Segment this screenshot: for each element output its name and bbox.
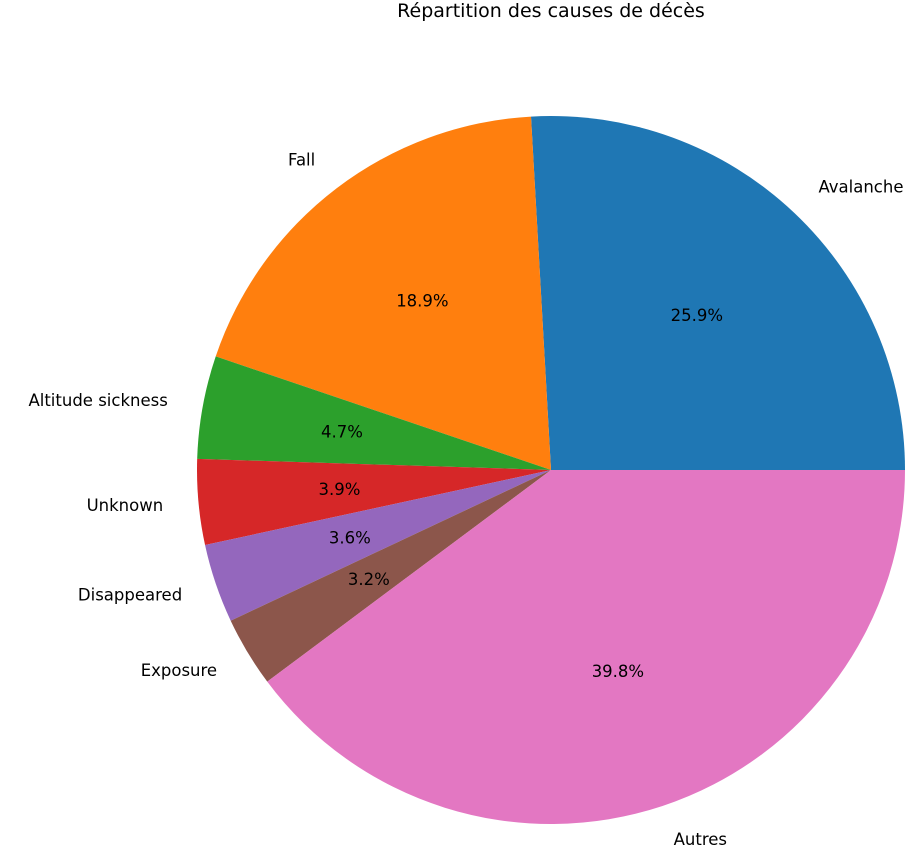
slice-label-unknown: Unknown [87, 496, 164, 515]
pie-slice-exposure [230, 470, 551, 682]
slice-label-disappeared: Disappeared [78, 585, 182, 604]
pie-slice-unknown [197, 458, 552, 546]
slice-label-exposure: Exposure [141, 661, 217, 680]
slice-label-autres: Autres [674, 830, 727, 846]
slice-percent-exposure: 3.2% [348, 570, 390, 589]
slice-percent-disappeared: 3.6% [329, 529, 371, 548]
pie-slice-fall [215, 116, 551, 470]
pie-slices [197, 116, 905, 824]
slice-percent-altitude-sickness: 4.7% [321, 423, 363, 442]
pie-slice-altitude-sickness [197, 356, 551, 470]
slice-label-altitude-sickness: Altitude sickness [28, 391, 167, 410]
slice-label-avalanche: Avalanche [818, 177, 903, 196]
pie-slice-disappeared [205, 470, 551, 621]
pie-labels: Avalanche 25.9% Fall 18.9% Altitude sickness… [28, 151, 903, 846]
slice-percent-avalanche: 25.9% [671, 306, 723, 325]
slice-percent-autres: 39.8% [592, 662, 644, 681]
slice-percent-unknown: 3.9% [319, 480, 361, 499]
slice-percent-fall: 18.9% [396, 291, 448, 310]
chart-title: Répartition des causes de décès [397, 0, 705, 22]
pie-slice-avalanche [530, 116, 905, 470]
pie-slice-autres [267, 470, 905, 824]
slice-label-fall: Fall [288, 151, 315, 170]
